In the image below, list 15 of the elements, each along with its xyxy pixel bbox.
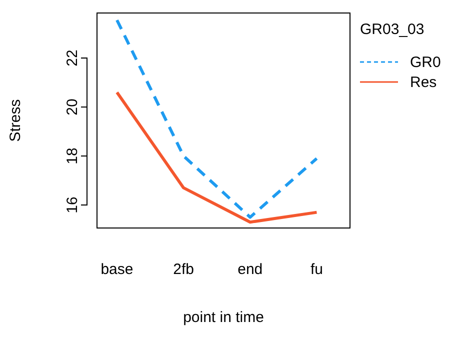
y-axis-title: Stress xyxy=(7,99,24,142)
legend-label: GR0 xyxy=(410,54,441,71)
x-tick-label: end xyxy=(238,261,263,278)
legend-title: GR03_03 xyxy=(360,21,424,38)
x-tick-label: 2fb xyxy=(173,261,194,278)
x-tick-label: base xyxy=(100,261,134,278)
legend-label: Res xyxy=(410,74,437,91)
y-tick-label: 22 xyxy=(64,50,81,66)
x-axis-title: point in time xyxy=(183,309,264,326)
x-tick-label: fu xyxy=(310,261,323,278)
y-tick-label: 20 xyxy=(64,98,81,116)
y-tick-label: 16 xyxy=(64,196,81,214)
line-series xyxy=(115,18,318,219)
line-series xyxy=(115,90,318,224)
y-tick-label: 18 xyxy=(64,148,81,164)
